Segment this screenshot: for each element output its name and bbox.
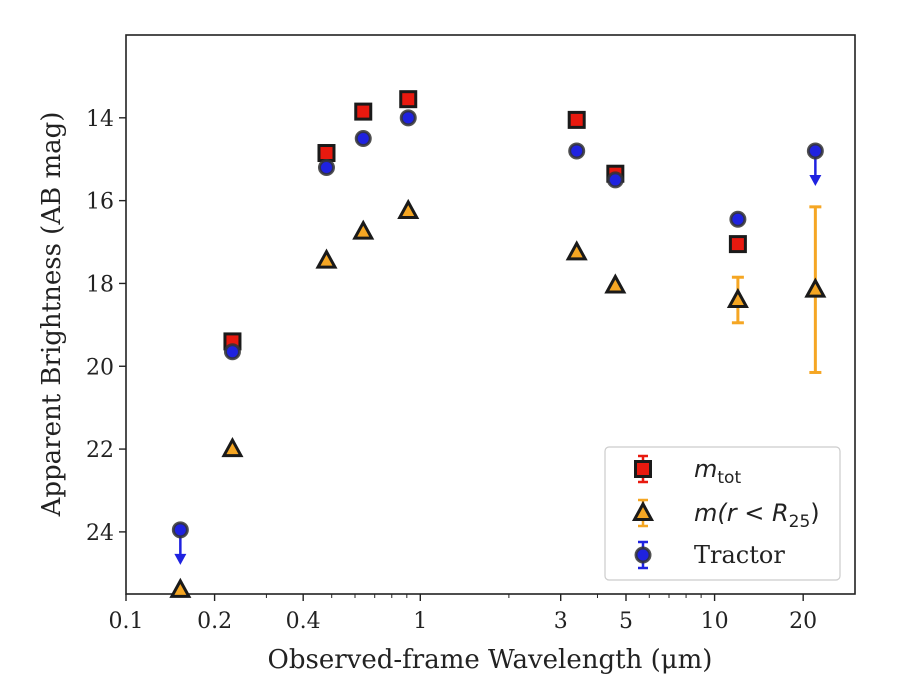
- point-tractor: [399, 109, 417, 127]
- upper-limit-arrowhead: [174, 553, 187, 565]
- point-mr25: [221, 436, 244, 458]
- point-tractor: [568, 142, 586, 160]
- y-axis-title: Apparent Brightness (AB mag): [37, 112, 67, 518]
- legend-label-tail: ): [810, 499, 819, 527]
- x-tick-label: 0.2: [197, 609, 232, 634]
- upper-limit-arrowhead: [809, 174, 822, 186]
- point-tractor: [806, 142, 824, 160]
- point-tractor: [223, 343, 241, 361]
- legend-marker-mr25: [631, 500, 655, 521]
- legend-label-tractor: Tractor: [694, 541, 785, 569]
- point-mtot: [399, 90, 418, 109]
- legend: mtot m(r < R25) Tractor: [604, 446, 841, 581]
- x-tick-label: 10: [701, 609, 729, 634]
- point-mr25: [169, 577, 192, 598]
- y-tick-label: 20: [86, 355, 114, 380]
- point-mr25: [604, 273, 627, 294]
- point-mtot: [728, 235, 747, 254]
- point-mr25: [397, 198, 420, 219]
- y-tick-label: 18: [86, 272, 114, 297]
- y-tick-label: 24: [86, 521, 114, 546]
- data-marks: [169, 90, 827, 598]
- point-mr25: [804, 277, 827, 298]
- legend-label-subscript: tot: [717, 468, 741, 488]
- point-tractor: [317, 159, 335, 177]
- x-tick-label: 1: [413, 609, 427, 634]
- point-tractor: [606, 171, 624, 189]
- plot-frame: [125, 34, 856, 595]
- x-tick-label: 20: [789, 609, 817, 634]
- x-tick-label: 5: [619, 609, 633, 634]
- point-mr25: [726, 287, 749, 309]
- point-mr25: [315, 248, 338, 269]
- point-mr25: [352, 219, 375, 240]
- x-tick-label: 0.4: [286, 609, 321, 634]
- point-mtot: [567, 110, 586, 129]
- legend-label-subscript: 25: [789, 512, 811, 532]
- point-tractor: [171, 521, 189, 539]
- point-tractor: [729, 210, 747, 228]
- point-mr25: [565, 240, 588, 261]
- legend-marker-mtot: [634, 460, 652, 478]
- legend-marker-tractor: [634, 546, 652, 564]
- x-axis-title: Observed-frame Wavelength (μm): [268, 645, 713, 675]
- y-tick-label: 22: [86, 438, 114, 463]
- point-mtot: [317, 144, 336, 163]
- legend-label-mr25: m(r < R25): [694, 499, 820, 532]
- point-tractor: [354, 130, 372, 148]
- x-tick-label: 0.1: [109, 609, 144, 634]
- legend-label-base: m(r < R: [694, 499, 789, 527]
- y-tick-label: 16: [86, 190, 114, 215]
- point-mtot: [354, 102, 373, 121]
- axis-ticks: 0.1 0.2 0.4 1 3 5 10 20 14 16 18 20 22 24: [86, 107, 817, 634]
- legend-label-base: m: [694, 455, 717, 483]
- y-tick-label: 14: [86, 107, 114, 132]
- legend-label-mtot: mtot: [694, 455, 741, 488]
- x-tick-label: 3: [554, 609, 568, 634]
- legend-box: [604, 446, 841, 581]
